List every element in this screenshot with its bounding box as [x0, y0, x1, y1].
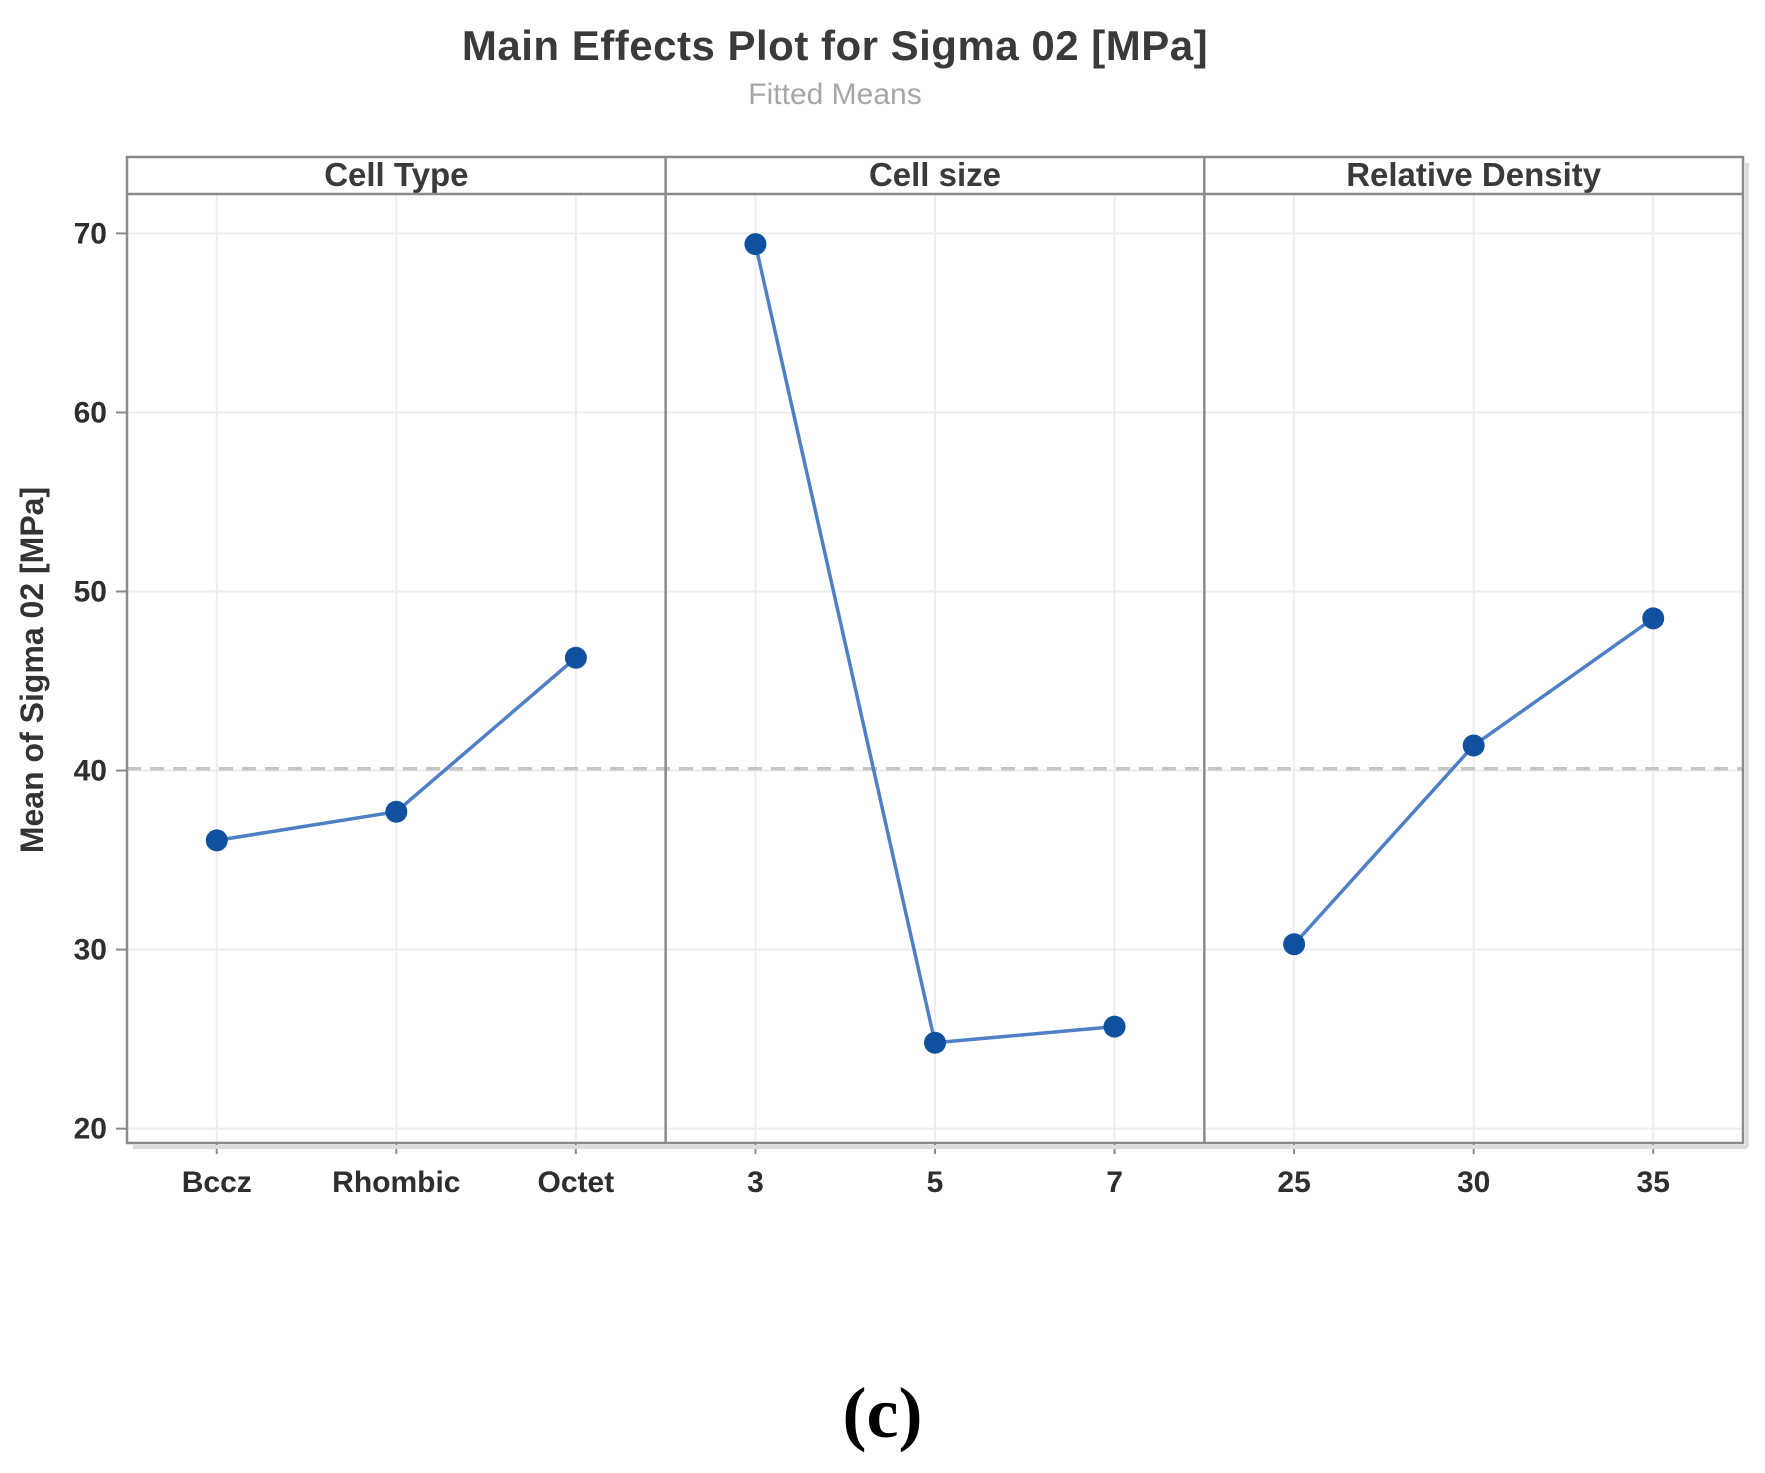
data-point	[924, 1031, 946, 1054]
data-point	[564, 646, 587, 669]
plot-border	[125, 155, 1745, 1145]
chart-title: Main Effects Plot for Sigma 02 [MPa]	[461, 22, 1209, 69]
x-tick-label: 3	[747, 1166, 764, 1199]
y-tick-label: 70	[74, 217, 107, 250]
x-tick-label: 5	[927, 1166, 944, 1199]
data-point	[205, 829, 228, 852]
y-tick-label: 60	[74, 396, 107, 429]
y-tick-label: 40	[74, 755, 107, 788]
data-point	[1642, 607, 1665, 630]
x-tick-label: 7	[1106, 1166, 1123, 1199]
y-tick-label: 30	[74, 934, 107, 967]
figure-caption: (c)	[842, 1373, 923, 1453]
panel-header-label: Relative Density	[1346, 156, 1602, 193]
data-point	[1103, 1015, 1126, 1038]
data-point	[1462, 734, 1485, 757]
x-tick-label: Bccz	[182, 1166, 252, 1199]
chart-subtitle: Fitted Means	[748, 78, 922, 111]
x-tick-label: Rhombic	[332, 1166, 460, 1199]
x-tick-label: 35	[1637, 1166, 1670, 1199]
data-point	[1283, 933, 1306, 956]
panel-header-label: Cell size	[869, 156, 1001, 193]
x-tick-label: Octet	[538, 1166, 615, 1199]
data-point	[744, 233, 767, 256]
y-tick-label: 20	[74, 1113, 107, 1146]
data-point	[385, 800, 408, 823]
panel-header-label: Cell Type	[324, 156, 468, 193]
x-tick-label: 30	[1457, 1166, 1490, 1199]
x-tick-label: 25	[1277, 1166, 1310, 1199]
y-tick-label: 50	[74, 576, 107, 609]
